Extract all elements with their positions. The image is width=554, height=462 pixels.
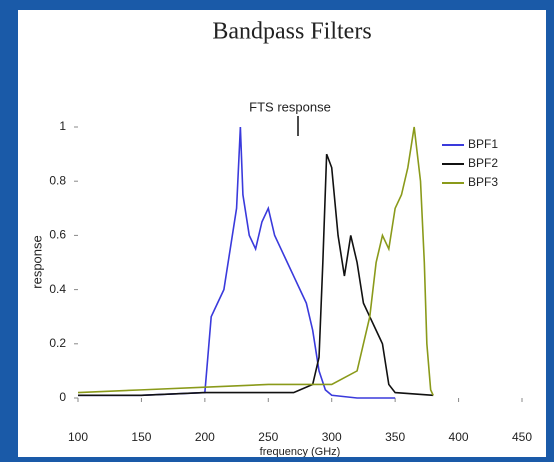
x-tick-label: 300 [322, 430, 342, 444]
x-tick-label: 200 [195, 430, 215, 444]
slide-panel [18, 10, 546, 457]
y-tick-label: 0.2 [49, 336, 66, 350]
series-line [77, 126, 434, 396]
y-axis-label: response [29, 235, 44, 288]
x-tick-label: 150 [131, 430, 151, 444]
y-tick-label: 0.6 [49, 228, 66, 242]
x-tick-label: 100 [68, 430, 88, 444]
y-tick-label: 1 [59, 119, 66, 133]
legend-label: BPF2 [468, 156, 498, 170]
series-line [78, 153, 434, 397]
chart-title: Bandpass Filters [212, 19, 371, 45]
annotation: FTS response [249, 99, 331, 114]
legend-label: BPF3 [468, 175, 498, 189]
x-tick-label: 250 [258, 430, 278, 444]
y-tick-label: 0.8 [49, 173, 66, 187]
x-axis-label: frequency (GHz) [260, 446, 341, 457]
y-tick-label: 0 [59, 390, 66, 404]
x-tick-label: 450 [512, 430, 532, 444]
x-tick-label: 400 [449, 430, 469, 444]
legend-label: BPF1 [468, 137, 498, 151]
x-tick-label: 350 [385, 430, 405, 444]
y-tick-label: 0.4 [49, 282, 66, 296]
